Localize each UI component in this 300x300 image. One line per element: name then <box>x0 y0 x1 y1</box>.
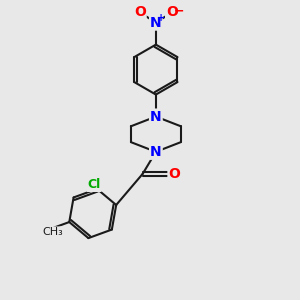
Text: O: O <box>166 5 178 19</box>
Text: N: N <box>150 110 162 124</box>
Text: CH₃: CH₃ <box>42 227 63 237</box>
Text: −: − <box>173 4 184 17</box>
Text: O: O <box>168 167 180 181</box>
Text: N: N <box>150 16 162 30</box>
Text: Cl: Cl <box>88 178 101 191</box>
Text: N: N <box>150 145 162 159</box>
Text: O: O <box>134 5 146 19</box>
Text: +: + <box>157 13 165 22</box>
